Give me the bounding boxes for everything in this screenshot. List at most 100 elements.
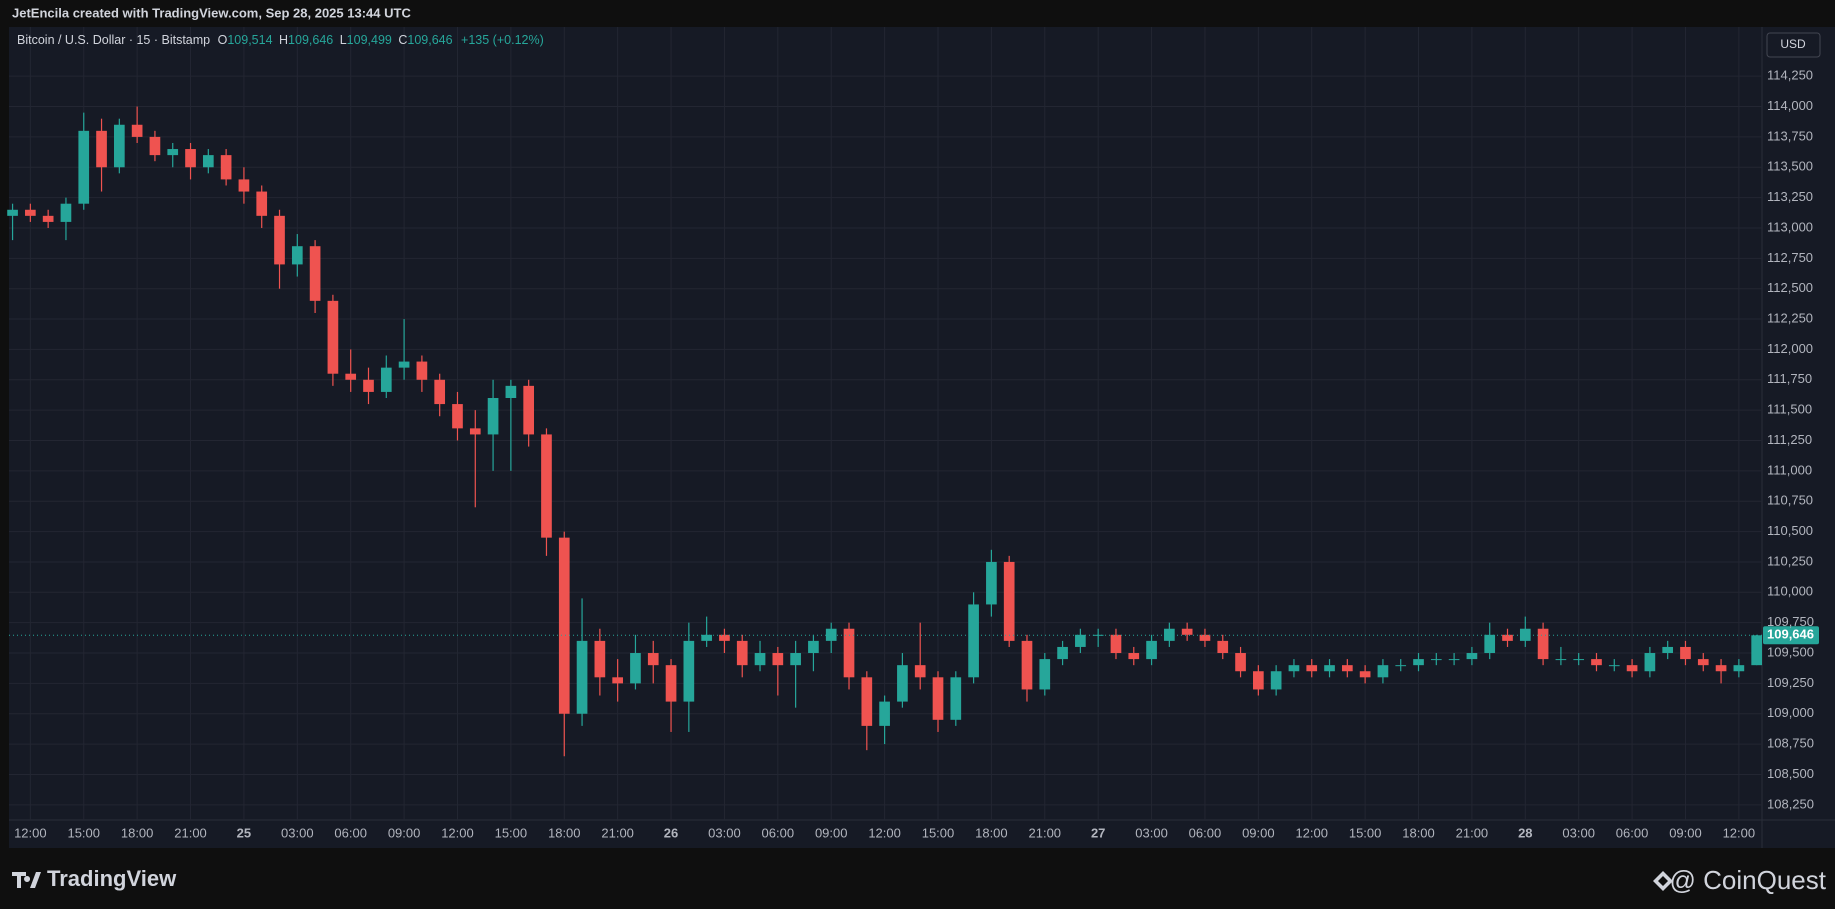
last-price-tag [1763, 626, 1819, 645]
candle-body [185, 149, 196, 168]
ohlc-value: 109,646 [288, 33, 333, 47]
y-tick-label: 111,750 [1767, 371, 1812, 386]
candle-body [327, 300, 339, 374]
change: +135 (+0.12%) [461, 33, 544, 47]
x-tick-label: 03:00 [1562, 825, 1595, 840]
ohlc-value: 109,499 [347, 33, 392, 47]
candle-body [719, 634, 730, 641]
symbol: Bitcoin / U.S. Dollar · 15 · Bitstamp [17, 33, 210, 47]
candle-body [487, 397, 499, 435]
candle-body [1181, 628, 1193, 635]
candle-body [42, 215, 54, 222]
candle-body [416, 361, 428, 380]
candle-body [1377, 665, 1389, 678]
y-tick-label: 110,750 [1767, 493, 1813, 508]
candle-body [701, 634, 712, 641]
y-tick-label: 114,000 [1767, 98, 1813, 113]
y-tick-label: 113,250 [1767, 189, 1813, 204]
candle-body [683, 640, 695, 702]
candle-body [1502, 634, 1513, 641]
candle-body [434, 379, 446, 405]
y-tick-label: 112,250 [1767, 310, 1813, 325]
x-tick-label: 09:00 [815, 825, 848, 840]
x-tick-label: 15:00 [67, 825, 100, 840]
ohlc-letter: O [218, 33, 228, 47]
candle-body [1110, 634, 1122, 654]
x-tick-label: 28 [1518, 825, 1532, 840]
x-tick-label: 09:00 [1242, 825, 1275, 840]
candle-body [1253, 671, 1264, 690]
y-tick-label: 109,750 [1767, 614, 1814, 629]
candle-body [167, 149, 179, 156]
header: JetEncila created with TradingView.com, … [12, 5, 411, 20]
candle-body [309, 246, 321, 301]
ohlc-letter: C [398, 33, 407, 47]
x-tick-label: 18:00 [1402, 825, 1435, 840]
y-tick-label: 109,250 [1767, 675, 1814, 690]
ohlc-value: 109,646 [407, 33, 452, 47]
x-tick-label: 12:00 [1295, 825, 1328, 840]
currency-button[interactable] [1766, 32, 1821, 58]
candle-body [274, 215, 285, 265]
candle-body [790, 653, 801, 666]
candle-body [238, 179, 250, 192]
x-tick-label: 21:00 [601, 825, 634, 840]
candle-body [1324, 665, 1335, 672]
watermark: @ CoinQuest [1670, 865, 1827, 895]
candle-body [220, 155, 232, 180]
candle-body [1217, 640, 1229, 654]
candle-body [968, 604, 979, 678]
grid [9, 27, 1762, 820]
x-tick-label: 18:00 [975, 825, 1008, 840]
candle-body [1039, 659, 1051, 690]
candle-body [1697, 659, 1709, 666]
candle-body [291, 246, 303, 265]
candle-body [1537, 628, 1549, 660]
candle-body [1075, 634, 1086, 647]
logo-icon [12, 872, 41, 888]
candle-body [1092, 634, 1104, 636]
y-tick-label: 108,250 [1767, 796, 1814, 811]
x-tick-label: 03:00 [281, 825, 314, 840]
currency: USD [1780, 37, 1806, 51]
candle-body [1288, 665, 1300, 672]
candle-body [1680, 646, 1691, 660]
ohlc-value: 109,514 [227, 33, 272, 47]
candle-body [60, 203, 72, 222]
candle-body [1715, 665, 1727, 672]
candle-body [1555, 659, 1567, 661]
x-tick-label: 12:00 [14, 825, 47, 840]
candle-body [1003, 561, 1015, 641]
candle-body [1644, 653, 1656, 672]
candle-body [1430, 659, 1442, 661]
x-tick-label: 18:00 [121, 825, 154, 840]
y-tick-label: 109,000 [1767, 705, 1814, 720]
candle-body [114, 124, 125, 168]
candle-body [861, 677, 873, 726]
y-tick-label: 110,000 [1767, 584, 1813, 599]
candle-body [1270, 671, 1282, 690]
x-tick-label: 06:00 [334, 825, 367, 840]
x-tick-label: 09:00 [1669, 825, 1702, 840]
x-tick-label: 15:00 [495, 825, 528, 840]
brand: TradingView [47, 866, 177, 891]
candle-body [78, 130, 90, 204]
overlay: 109,646 [9, 626, 1819, 645]
ohlc-letter: H [279, 33, 288, 47]
candle-body [647, 653, 659, 666]
last-price-label: 109,646 [1767, 627, 1814, 642]
x-tick-label: 12:00 [868, 825, 901, 840]
x-tick-label: 12:00 [441, 825, 474, 840]
candle-body [950, 677, 962, 720]
candle-body [1341, 665, 1353, 672]
x-tick-label: 25 [237, 825, 251, 840]
candle-body [380, 367, 392, 392]
plot-background [9, 27, 1835, 848]
candle-body [736, 640, 748, 666]
candle-body [986, 561, 997, 605]
candle-body [772, 653, 784, 666]
candle-body [558, 537, 570, 714]
candle-body [897, 665, 908, 702]
candle-body [149, 136, 161, 156]
